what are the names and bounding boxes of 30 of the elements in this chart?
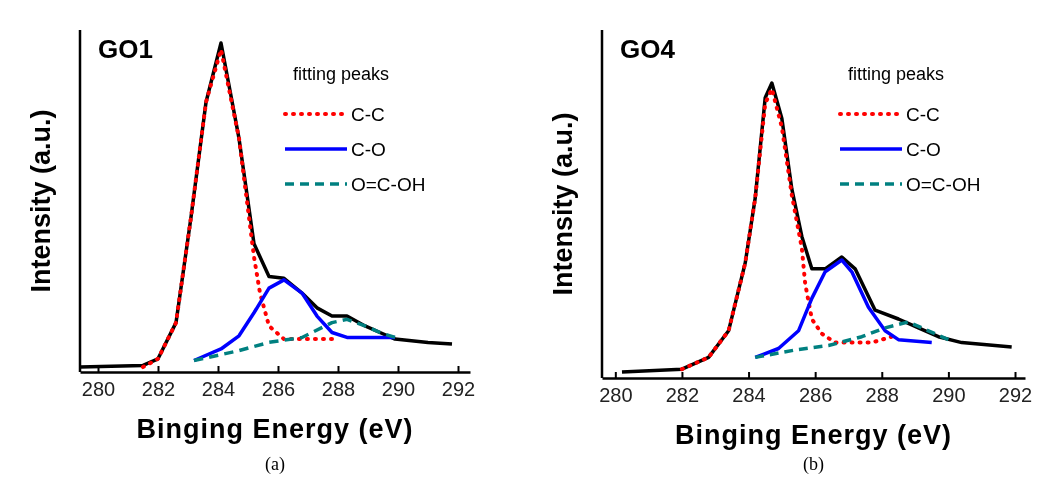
text: (b)	[803, 454, 824, 475]
x-axis-title: Binging Energy (eV)	[674, 420, 953, 450]
x-tick-label: 282	[141, 378, 176, 401]
text: GO4	[620, 34, 676, 64]
x-tick-label: 280	[81, 378, 116, 401]
annotation: GO1	[98, 34, 153, 64]
y-axis-title: Intensity (a.u.)	[548, 112, 578, 296]
legend-label: C-C	[906, 104, 940, 125]
x-tick-label: 290	[381, 378, 416, 401]
x-tick-label: 292	[998, 384, 1033, 407]
x-tick-label: 290	[932, 384, 966, 407]
x-tick-label: 288	[865, 384, 899, 407]
legend-title: fitting peaks	[848, 64, 945, 84]
x-tick-label: 292	[441, 378, 476, 401]
x-tick-label: 286	[261, 378, 296, 401]
legend-title: fitting peaks	[293, 64, 390, 84]
text: (a)	[265, 454, 285, 475]
x-tick-label: 286	[798, 384, 833, 407]
legend-label: C-O	[351, 139, 386, 160]
x-tick-label: 288	[321, 378, 356, 401]
legend-label: O=C-OH	[906, 174, 981, 195]
x-tick-label: 284	[732, 384, 766, 407]
y-axis-title: Intensity (a.u.)	[26, 109, 56, 293]
x-tick-label: 280	[599, 384, 633, 407]
x-axis-title: Binging Energy (eV)	[136, 414, 414, 444]
x-tick-label: 282	[665, 384, 700, 407]
legend-label: C-C	[351, 104, 385, 125]
x-tick-label: 284	[201, 378, 236, 401]
legend-label: O=C-OH	[351, 174, 426, 195]
legend-label: C-O	[906, 139, 941, 160]
